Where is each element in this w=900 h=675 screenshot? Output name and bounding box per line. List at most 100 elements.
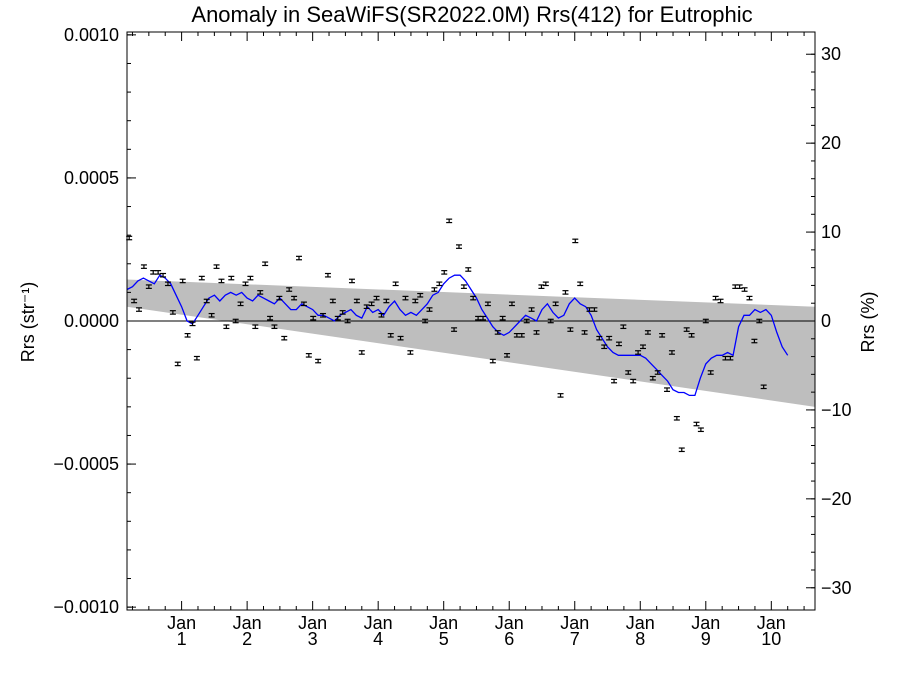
data-point bbox=[717, 298, 724, 304]
data-point bbox=[179, 278, 186, 284]
data-point bbox=[412, 298, 419, 304]
x-tick-month: Jan bbox=[364, 613, 393, 633]
data-point bbox=[644, 330, 651, 335]
data-point bbox=[465, 267, 472, 272]
x-tick-year: 3 bbox=[308, 629, 318, 649]
data-point bbox=[286, 287, 293, 292]
data-point bbox=[296, 255, 302, 261]
data-points bbox=[126, 218, 767, 453]
data-point bbox=[257, 290, 264, 295]
data-point bbox=[334, 315, 341, 321]
data-point bbox=[320, 312, 327, 318]
x-tick-month: Jan bbox=[691, 613, 720, 633]
left-axis-label: Rrs (str⁻¹) bbox=[18, 282, 38, 362]
data-point bbox=[611, 378, 618, 384]
data-point bbox=[668, 350, 675, 355]
data-point bbox=[625, 370, 632, 375]
data-point bbox=[572, 238, 579, 244]
data-point bbox=[387, 332, 394, 338]
left-tick-label: −0.0005 bbox=[53, 454, 119, 474]
data-point bbox=[455, 244, 462, 249]
data-point bbox=[615, 341, 622, 347]
data-point bbox=[596, 335, 603, 341]
right-axis-label: Rrs (%) bbox=[858, 292, 878, 353]
data-point bbox=[441, 270, 448, 275]
data-point bbox=[136, 307, 143, 312]
data-point bbox=[697, 427, 704, 433]
data-point bbox=[683, 327, 690, 332]
data-point bbox=[145, 284, 152, 289]
data-point bbox=[373, 295, 380, 301]
x-tick-month: Jan bbox=[757, 613, 786, 633]
data-point bbox=[271, 324, 278, 330]
x-tick-year: 4 bbox=[373, 629, 383, 649]
data-point bbox=[160, 272, 167, 278]
data-point bbox=[508, 301, 515, 307]
x-tick-month: Jan bbox=[167, 613, 196, 633]
right-tick-label: 20 bbox=[821, 133, 841, 153]
right-axis: 30 20 10 0 −10 −20 −30 bbox=[806, 44, 852, 598]
data-point bbox=[291, 295, 298, 301]
data-point bbox=[567, 327, 574, 332]
data-point bbox=[353, 298, 360, 304]
data-point bbox=[581, 330, 588, 335]
data-point bbox=[630, 378, 637, 384]
data-point bbox=[164, 281, 171, 287]
data-point bbox=[523, 318, 530, 324]
data-point bbox=[557, 393, 564, 398]
x-tick-month: Jan bbox=[429, 613, 458, 633]
data-point bbox=[383, 298, 390, 304]
x-tick-year: 2 bbox=[242, 629, 252, 649]
data-point bbox=[267, 315, 274, 321]
data-point bbox=[640, 344, 646, 350]
data-point bbox=[606, 335, 613, 341]
right-tick-label: 0 bbox=[821, 311, 831, 331]
right-tick-label: 10 bbox=[821, 222, 841, 242]
data-point bbox=[426, 307, 433, 312]
data-point bbox=[417, 292, 424, 298]
data-point bbox=[242, 281, 249, 287]
data-point bbox=[193, 355, 200, 361]
left-axis: 0.0010 0.0005 0.0000 −0.0005 −0.0010 bbox=[53, 25, 136, 617]
left-tick-label: 0.0000 bbox=[64, 311, 119, 331]
left-tick-label: 0.0010 bbox=[64, 25, 119, 45]
data-point bbox=[329, 298, 336, 304]
data-point bbox=[310, 315, 317, 321]
x-tick-month: Jan bbox=[298, 613, 327, 633]
data-point bbox=[300, 301, 307, 307]
data-point bbox=[262, 261, 269, 267]
data-point bbox=[451, 327, 458, 332]
data-point bbox=[344, 318, 351, 324]
data-point bbox=[431, 287, 438, 292]
data-point bbox=[460, 284, 467, 289]
data-point bbox=[693, 421, 700, 427]
x-tick-month: Jan bbox=[495, 613, 524, 633]
data-point bbox=[315, 358, 322, 364]
data-point bbox=[494, 330, 501, 335]
data-point bbox=[358, 350, 365, 355]
data-point bbox=[252, 324, 259, 330]
data-point bbox=[489, 358, 496, 364]
data-point bbox=[140, 264, 147, 269]
data-point bbox=[247, 275, 254, 281]
data-point bbox=[577, 281, 584, 287]
data-point bbox=[208, 312, 215, 318]
data-point bbox=[620, 324, 627, 330]
data-point bbox=[678, 447, 685, 453]
data-point bbox=[499, 315, 506, 321]
data-point bbox=[649, 375, 656, 381]
x-tick-month: Jan bbox=[560, 613, 589, 633]
data-point bbox=[664, 387, 671, 392]
x-axis: Jan1Jan2Jan3Jan4Jan5Jan6Jan7Jan8Jan9Jan1… bbox=[131, 32, 805, 649]
data-point bbox=[324, 272, 331, 278]
data-point bbox=[528, 307, 535, 312]
data-point bbox=[756, 318, 763, 324]
data-point bbox=[281, 335, 288, 341]
left-tick-label: −0.0010 bbox=[53, 597, 119, 617]
data-point bbox=[237, 301, 244, 307]
data-point bbox=[198, 275, 205, 281]
x-tick-year: 10 bbox=[761, 629, 781, 649]
data-point bbox=[673, 415, 680, 421]
data-point bbox=[276, 295, 283, 301]
